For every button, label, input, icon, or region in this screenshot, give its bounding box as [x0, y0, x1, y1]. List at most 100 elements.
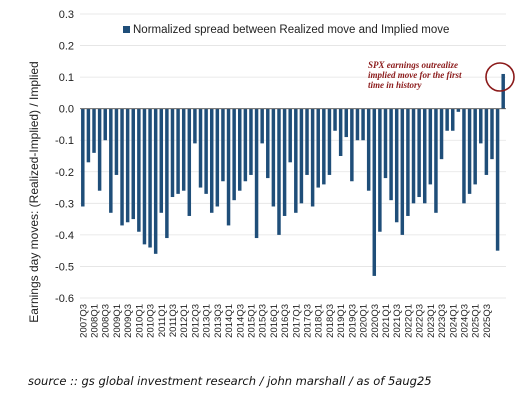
x-tick-label: 2016Q1: [269, 304, 280, 338]
y-tick-label: 0.1: [59, 72, 74, 84]
bar: [439, 108, 444, 160]
bar: [288, 108, 292, 163]
x-tick-label: 2009Q3: [123, 304, 134, 338]
x-tick-label: 2011Q3: [168, 304, 179, 337]
bar: [495, 108, 500, 251]
y-tick-labels: 0.3 0.2 0.1 0.0 -0.1 -0.2 -0.3 -0.4 -0.5 -0.6: [55, 9, 74, 305]
bar: [277, 108, 281, 235]
source-note: source :: gs global investment research …: [28, 374, 432, 388]
bar: [355, 108, 360, 141]
bar: [428, 108, 433, 185]
bar: [462, 108, 466, 204]
x-tick-label: 2018Q3: [325, 304, 336, 338]
bar: [142, 108, 147, 245]
bar: [344, 108, 348, 138]
bar: [333, 108, 337, 131]
annotation: SPX earnings outrealize implied move for…: [368, 60, 462, 90]
bar: [411, 108, 416, 204]
x-tick-label: 2021Q1: [381, 304, 392, 338]
x-tick-label: 2007Q3: [78, 304, 89, 338]
bar: [153, 108, 158, 254]
y-tick-label: -0.5: [55, 261, 74, 273]
bar: [159, 108, 164, 213]
bar: [417, 108, 421, 198]
bar: [204, 108, 208, 194]
bar: [282, 108, 287, 216]
bar: [165, 108, 169, 239]
bar: [271, 108, 276, 207]
x-tick-label: 2009Q1: [112, 304, 123, 338]
y-tick-label: -0.1: [55, 135, 74, 147]
legend-swatch: [123, 26, 130, 33]
x-tick-label: 2013Q3: [213, 304, 224, 338]
bar: [97, 108, 102, 191]
x-tick-label: 2012Q1: [179, 304, 190, 338]
x-tick-label: 2022Q1: [403, 304, 414, 338]
bar: [176, 108, 180, 194]
x-tick-label: 2020Q3: [370, 304, 381, 338]
x-tick-label: 2022Q3: [415, 304, 426, 338]
x-tick-label: 2012Q3: [190, 304, 201, 338]
bar: [114, 108, 119, 175]
x-tick-label: 2018Q1: [314, 304, 325, 338]
x-tick-labels: 2007Q3 2008Q1 2008Q3 2009Q1 2009Q3 2010Q1 2010…: [78, 304, 493, 338]
bar: [232, 108, 236, 201]
annotation-line-1: SPX earnings outrealize: [368, 60, 458, 70]
legend: Normalized spread between Realized move …: [123, 24, 449, 36]
annotation-line-2: implied move for the first: [368, 70, 462, 80]
bar: [305, 108, 309, 175]
x-tick-label: 2020Q1: [359, 304, 370, 338]
bar: [266, 108, 270, 179]
bar: [125, 108, 130, 223]
highlight-circle: [485, 62, 515, 92]
bar: [473, 108, 477, 185]
bar: [479, 108, 483, 144]
bar: [181, 108, 186, 191]
x-tick-label: 2015Q1: [246, 304, 257, 338]
annotation-line-3: time in history: [368, 80, 423, 90]
bar: [131, 108, 135, 220]
bar: [350, 108, 354, 182]
bar: [327, 108, 332, 175]
bar: [193, 108, 197, 144]
x-tick-label: 2019Q3: [347, 304, 358, 338]
x-tick-label: 2023Q3: [437, 304, 448, 338]
bar: [294, 108, 298, 213]
bar: [378, 108, 382, 232]
x-tick-label: 2014Q3: [235, 304, 246, 338]
x-tick-label: 2015Q3: [258, 304, 269, 338]
x-tick-label: 2023Q1: [426, 304, 437, 338]
bar: [299, 108, 304, 204]
y-tick-label: 0.3: [59, 9, 74, 21]
bar: [383, 108, 388, 179]
bar: [316, 108, 320, 188]
bar: [238, 108, 242, 191]
bar: [451, 108, 455, 131]
bar: [170, 108, 175, 198]
bar: [322, 108, 326, 185]
bar: [484, 108, 489, 175]
bar: [338, 108, 343, 156]
bar: [148, 108, 152, 248]
bar: [372, 108, 377, 276]
legend-label: Normalized spread between Realized move …: [133, 24, 449, 36]
y-tick-label: -0.4: [55, 230, 74, 242]
x-tick-label: 2021Q3: [392, 304, 403, 338]
bar: [445, 108, 449, 131]
bar: [422, 108, 427, 204]
bar: [406, 108, 410, 216]
bar: [243, 108, 248, 182]
bar: [366, 108, 371, 191]
y-tick-label: -0.3: [55, 198, 74, 210]
bar: [394, 108, 399, 223]
bar: [467, 108, 472, 194]
bar: [361, 108, 365, 141]
bar: [310, 108, 315, 207]
bar: [137, 108, 141, 232]
y-tick-label: -0.6: [55, 293, 74, 305]
bar: [103, 108, 107, 141]
x-tick-label: 2025Q3: [482, 304, 493, 338]
bar: [490, 108, 494, 160]
bar: [198, 108, 203, 188]
x-tick-label: 2016Q3: [280, 304, 291, 338]
